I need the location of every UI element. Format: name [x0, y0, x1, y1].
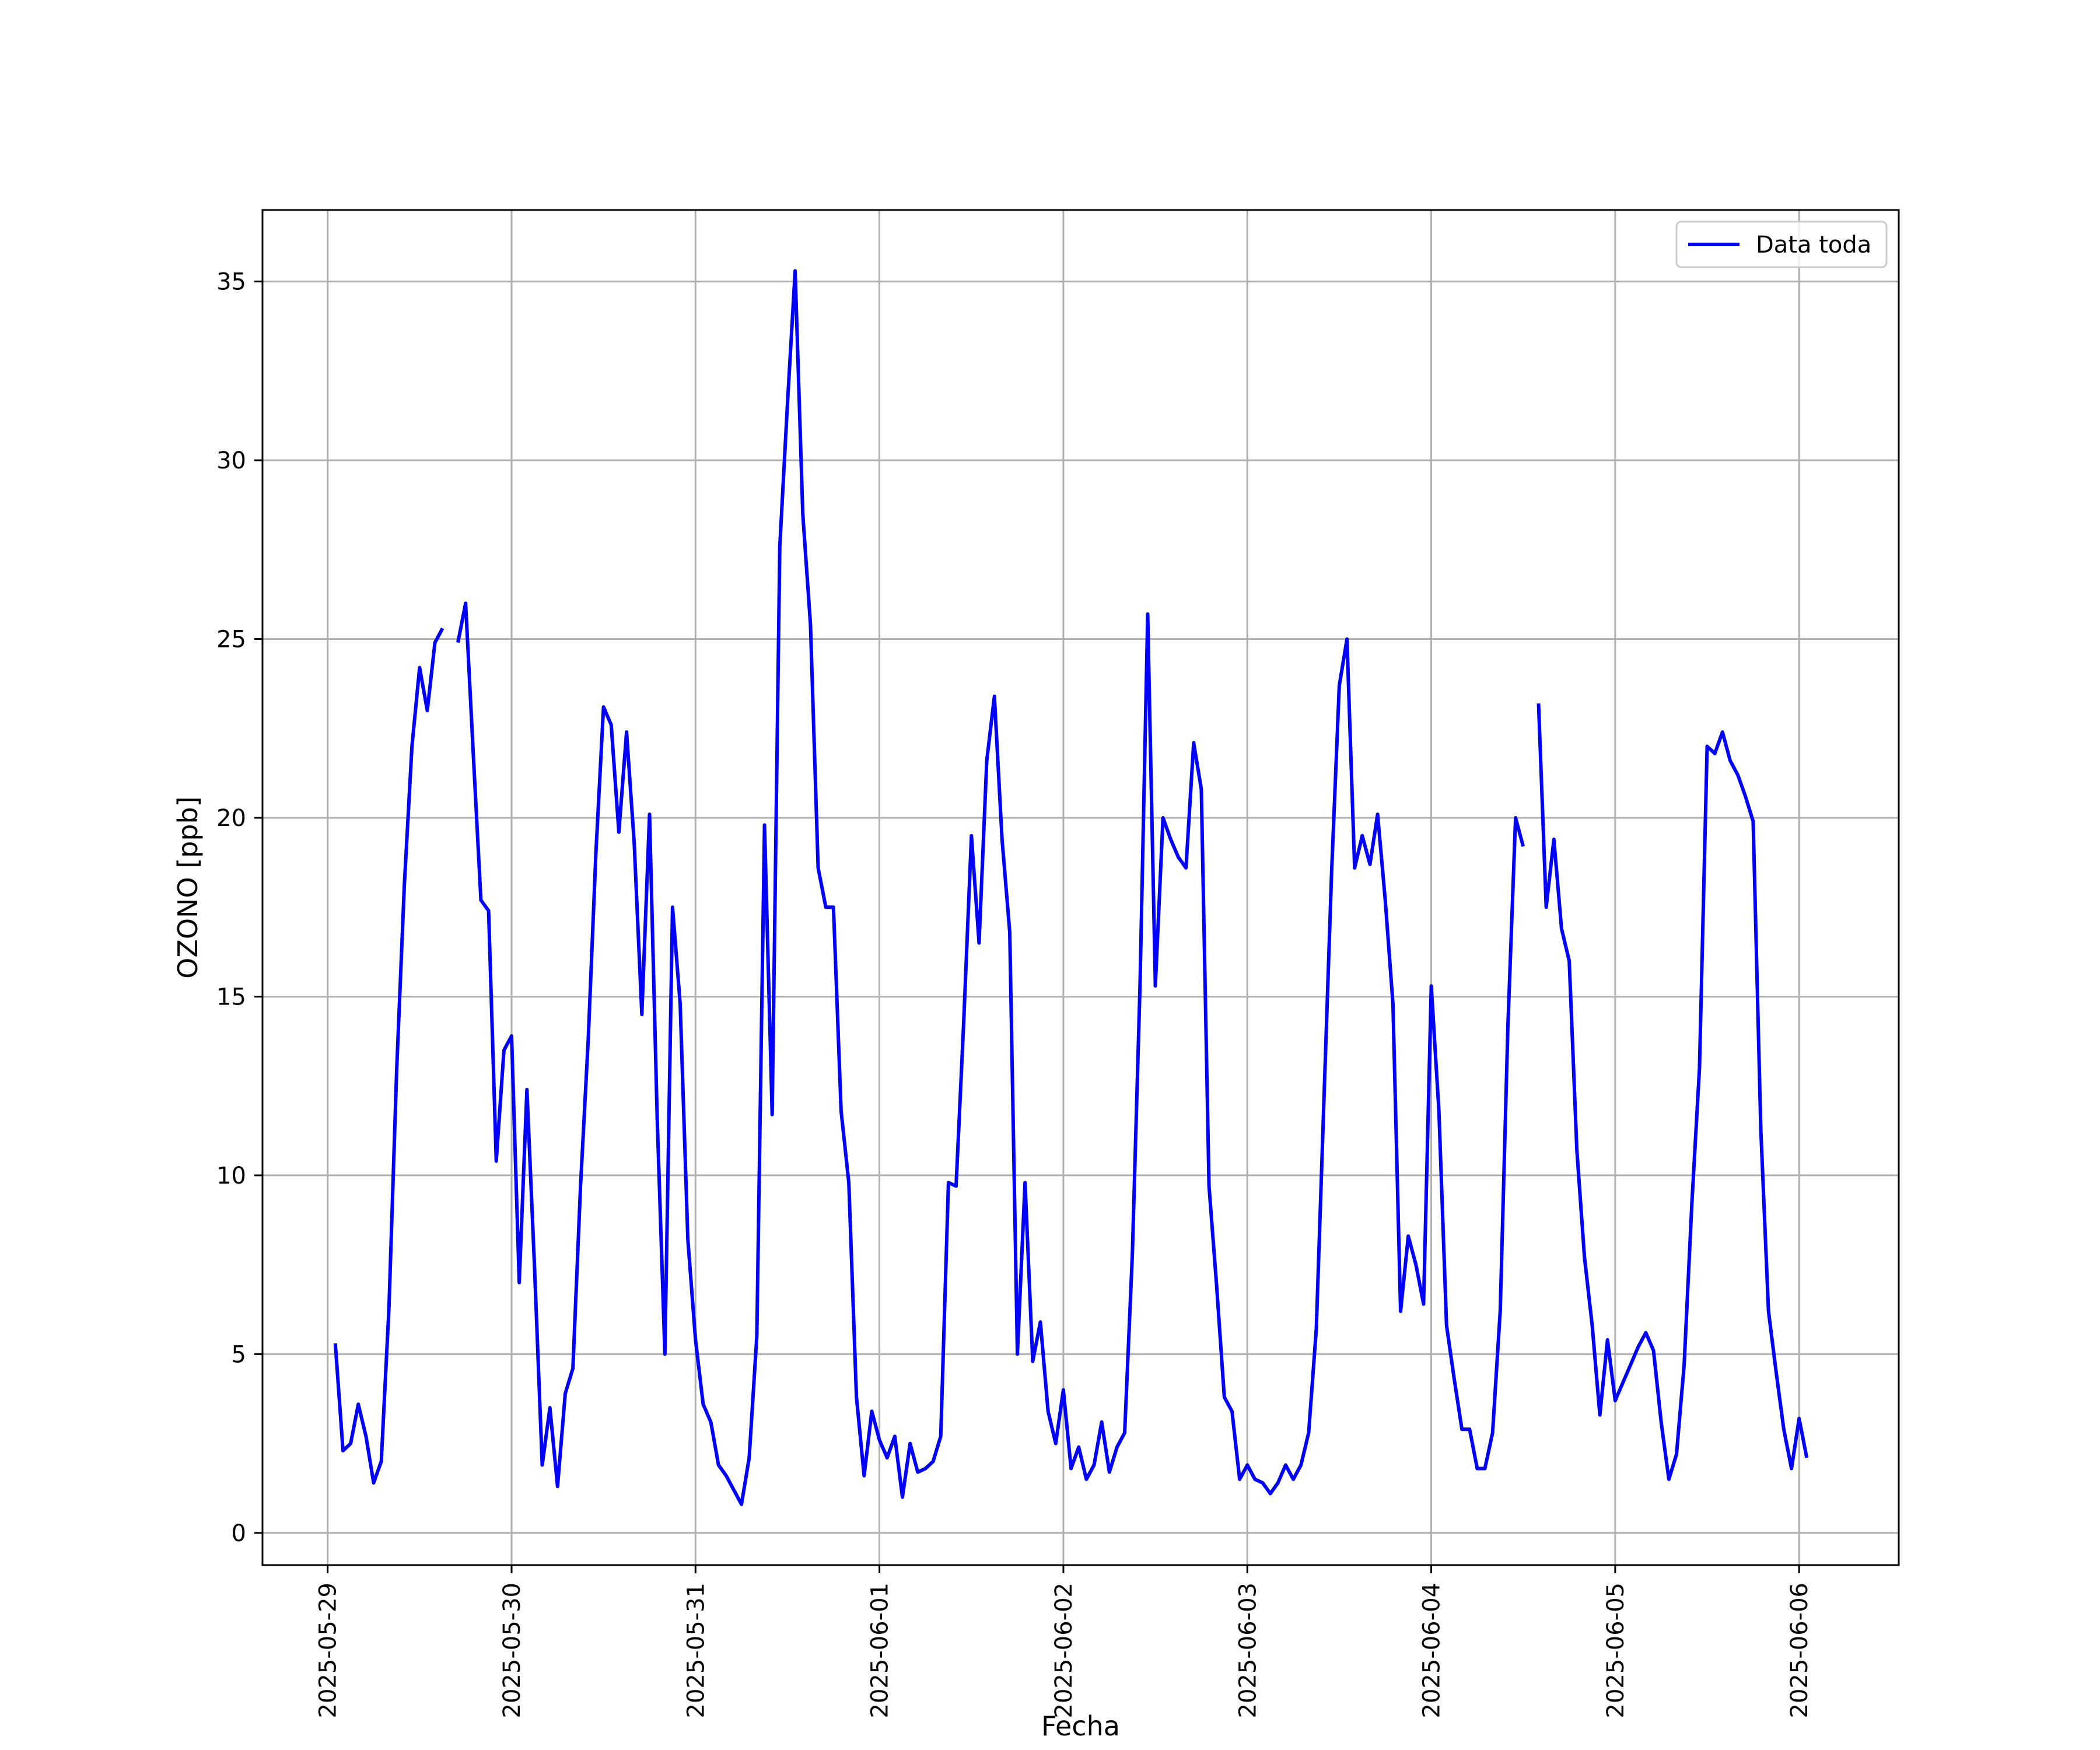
x-tick-label: 2025-06-04 — [1419, 1583, 1446, 1718]
y-tick-label: 35 — [216, 269, 246, 296]
series-layer — [333, 269, 1809, 1506]
legend-box — [1675, 220, 1888, 268]
grid-lines — [262, 210, 1899, 1565]
y-tick-label: 0 — [232, 1520, 246, 1547]
y-tick-label: 20 — [216, 805, 246, 832]
y-tick-label: 30 — [216, 447, 246, 474]
y-axis-label: OZONO [ppb] — [172, 796, 204, 979]
legend-label: Data toda — [1756, 232, 1871, 258]
axis-ticks: 2025-05-29 2025-05-30 2025-05-31 2025-06-01… — [216, 269, 1813, 1718]
x-tick-label: 2025-06-01 — [867, 1583, 894, 1718]
legend: Data toda — [1675, 220, 1888, 268]
x-tick-label: 2025-05-31 — [682, 1583, 709, 1718]
x-tick-label: 2025-05-30 — [499, 1583, 526, 1718]
y-tick-label: 15 — [216, 984, 246, 1010]
x-tick-label: 2025-06-05 — [1602, 1583, 1629, 1718]
y-tick-label: 5 — [232, 1341, 246, 1368]
x-axis-label: Fecha — [1041, 1710, 1120, 1742]
series-line — [333, 627, 444, 1485]
series-line — [456, 269, 1525, 1506]
x-tick-label: 2025-05-29 — [315, 1583, 342, 1718]
x-tick-label: 2025-06-06 — [1786, 1583, 1813, 1718]
y-tick-label: 10 — [216, 1163, 246, 1189]
y-tick-label: 25 — [216, 626, 246, 653]
series-line — [1536, 703, 1809, 1481]
plot-frame — [261, 209, 1900, 1566]
x-tick-label: 2025-06-03 — [1234, 1583, 1261, 1718]
x-tick-label: 2025-06-02 — [1051, 1583, 1077, 1718]
